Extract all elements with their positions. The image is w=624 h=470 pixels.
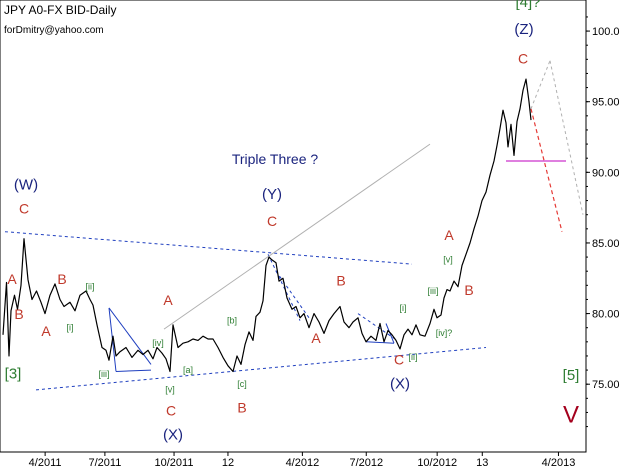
chart-subtitle: forDmitry@yahoo.com: [4, 25, 104, 36]
wave-label-14: (X): [163, 426, 183, 443]
price-line: [2, 78, 532, 373]
wave-label-28: [iii]: [428, 286, 439, 296]
trendline-dashed-gray-13: [549, 60, 584, 215]
plot-frame: [0, 0, 587, 453]
wave-label-8: [i]: [66, 323, 73, 333]
wave-label-35: [4]?: [515, 0, 540, 11]
wave-label-1: C: [19, 200, 29, 216]
wave-label-32: B: [464, 282, 473, 298]
x-tick-label-3: 12: [222, 457, 234, 469]
y-tick-label-4: 95.00: [592, 97, 620, 109]
y-tick-label-2: 85.00: [592, 238, 620, 250]
y-axis: 75.00 80.00 85.00 90.00 95.00 100.0: [586, 16, 620, 428]
x-tick-label-5: 7/2012: [349, 457, 383, 469]
x-tick-label-2: 10/2011: [155, 457, 194, 469]
wave-label-31: A: [444, 227, 454, 243]
wave-label-9: [iii]: [99, 369, 110, 379]
wave-label-23: A: [311, 330, 321, 346]
x-tick-label-8: 4/2013: [542, 457, 576, 469]
trendline-dashed-blue-0: [4, 231, 413, 265]
wave-label-17: [c]: [237, 379, 247, 389]
wave-label-33: C: [518, 51, 528, 67]
wave-label-5: A: [41, 323, 51, 339]
wave-label-36: [5]: [563, 367, 580, 384]
wave-label-7: [ii]: [86, 282, 95, 292]
wave-label-26: [ii]: [409, 352, 418, 362]
y-tick-label-5: 100.0: [592, 26, 620, 38]
wave-label-6: [3]: [5, 366, 22, 383]
trendline-dashed-red-11: [530, 108, 563, 232]
x-tick-label-0: 4/2011: [29, 457, 62, 469]
x-axis: 4/2011 7/2011 10/2011 12 4/2012 7/2012 10/2012…: [29, 452, 576, 469]
wave-label-19: Triple Three ?: [232, 151, 319, 167]
wave-label-18: B: [237, 400, 246, 416]
wave-label-12: [v]: [165, 385, 175, 395]
trendline-dashed-blue-5: [267, 254, 301, 321]
chart-title: JPY A0-FX BID-Daily: [4, 3, 116, 17]
wave-label-11: A: [163, 292, 173, 308]
trendline-solid-blue-4: [115, 369, 152, 372]
x-tick-label-7: 13: [476, 457, 488, 469]
wave-label-15: [a]: [183, 365, 193, 375]
trendlines-layer: [4, 60, 584, 391]
wave-label-13: C: [166, 402, 176, 418]
trendline-solid-gray-10: [163, 143, 431, 330]
wave-label-2: A: [7, 271, 17, 287]
y-tick-label-0: 75.00: [592, 379, 620, 391]
wave-label-30: [v]: [443, 255, 453, 265]
trendline-dashed-gray-12: [530, 60, 551, 109]
trendline-dashed-blue-7: [357, 313, 396, 340]
wave-label-24: [i]: [399, 303, 406, 313]
wave-label-25: C: [394, 351, 404, 367]
y-tick-label-1: 80.00: [592, 309, 620, 321]
x-tick-label-6: 10/2012: [417, 457, 457, 469]
trendline-dashed-blue-6: [275, 270, 311, 320]
x-tick-label-1: 7/2011: [88, 457, 121, 469]
wave-label-37: V: [563, 401, 579, 428]
wave-label-34: (Z): [514, 21, 533, 38]
wave-label-21: C: [267, 213, 277, 229]
wave-label-16: [b]: [227, 316, 237, 326]
wave-label-29: [iv]?: [436, 328, 453, 338]
wave-labels-layer: (W) C A B B A [3] [ii] [i] [iii] [iv] A [v] C (X) [a] [b…: [5, 0, 580, 443]
trendline-solid-blue-8: [365, 341, 395, 344]
wave-label-20: (Y): [262, 186, 282, 203]
trendline-solid-blue-3: [108, 307, 152, 365]
wave-label-3: B: [14, 306, 23, 322]
wave-label-22: B: [336, 272, 345, 288]
y-tick-label-3: 90.00: [592, 167, 620, 179]
wave-label-0: (W): [14, 176, 38, 193]
wave-label-4: B: [57, 271, 66, 287]
wave-label-10: [iv]: [152, 338, 164, 348]
wave-label-27: (X): [390, 375, 410, 392]
x-tick-label-4: 4/2012: [286, 457, 320, 469]
